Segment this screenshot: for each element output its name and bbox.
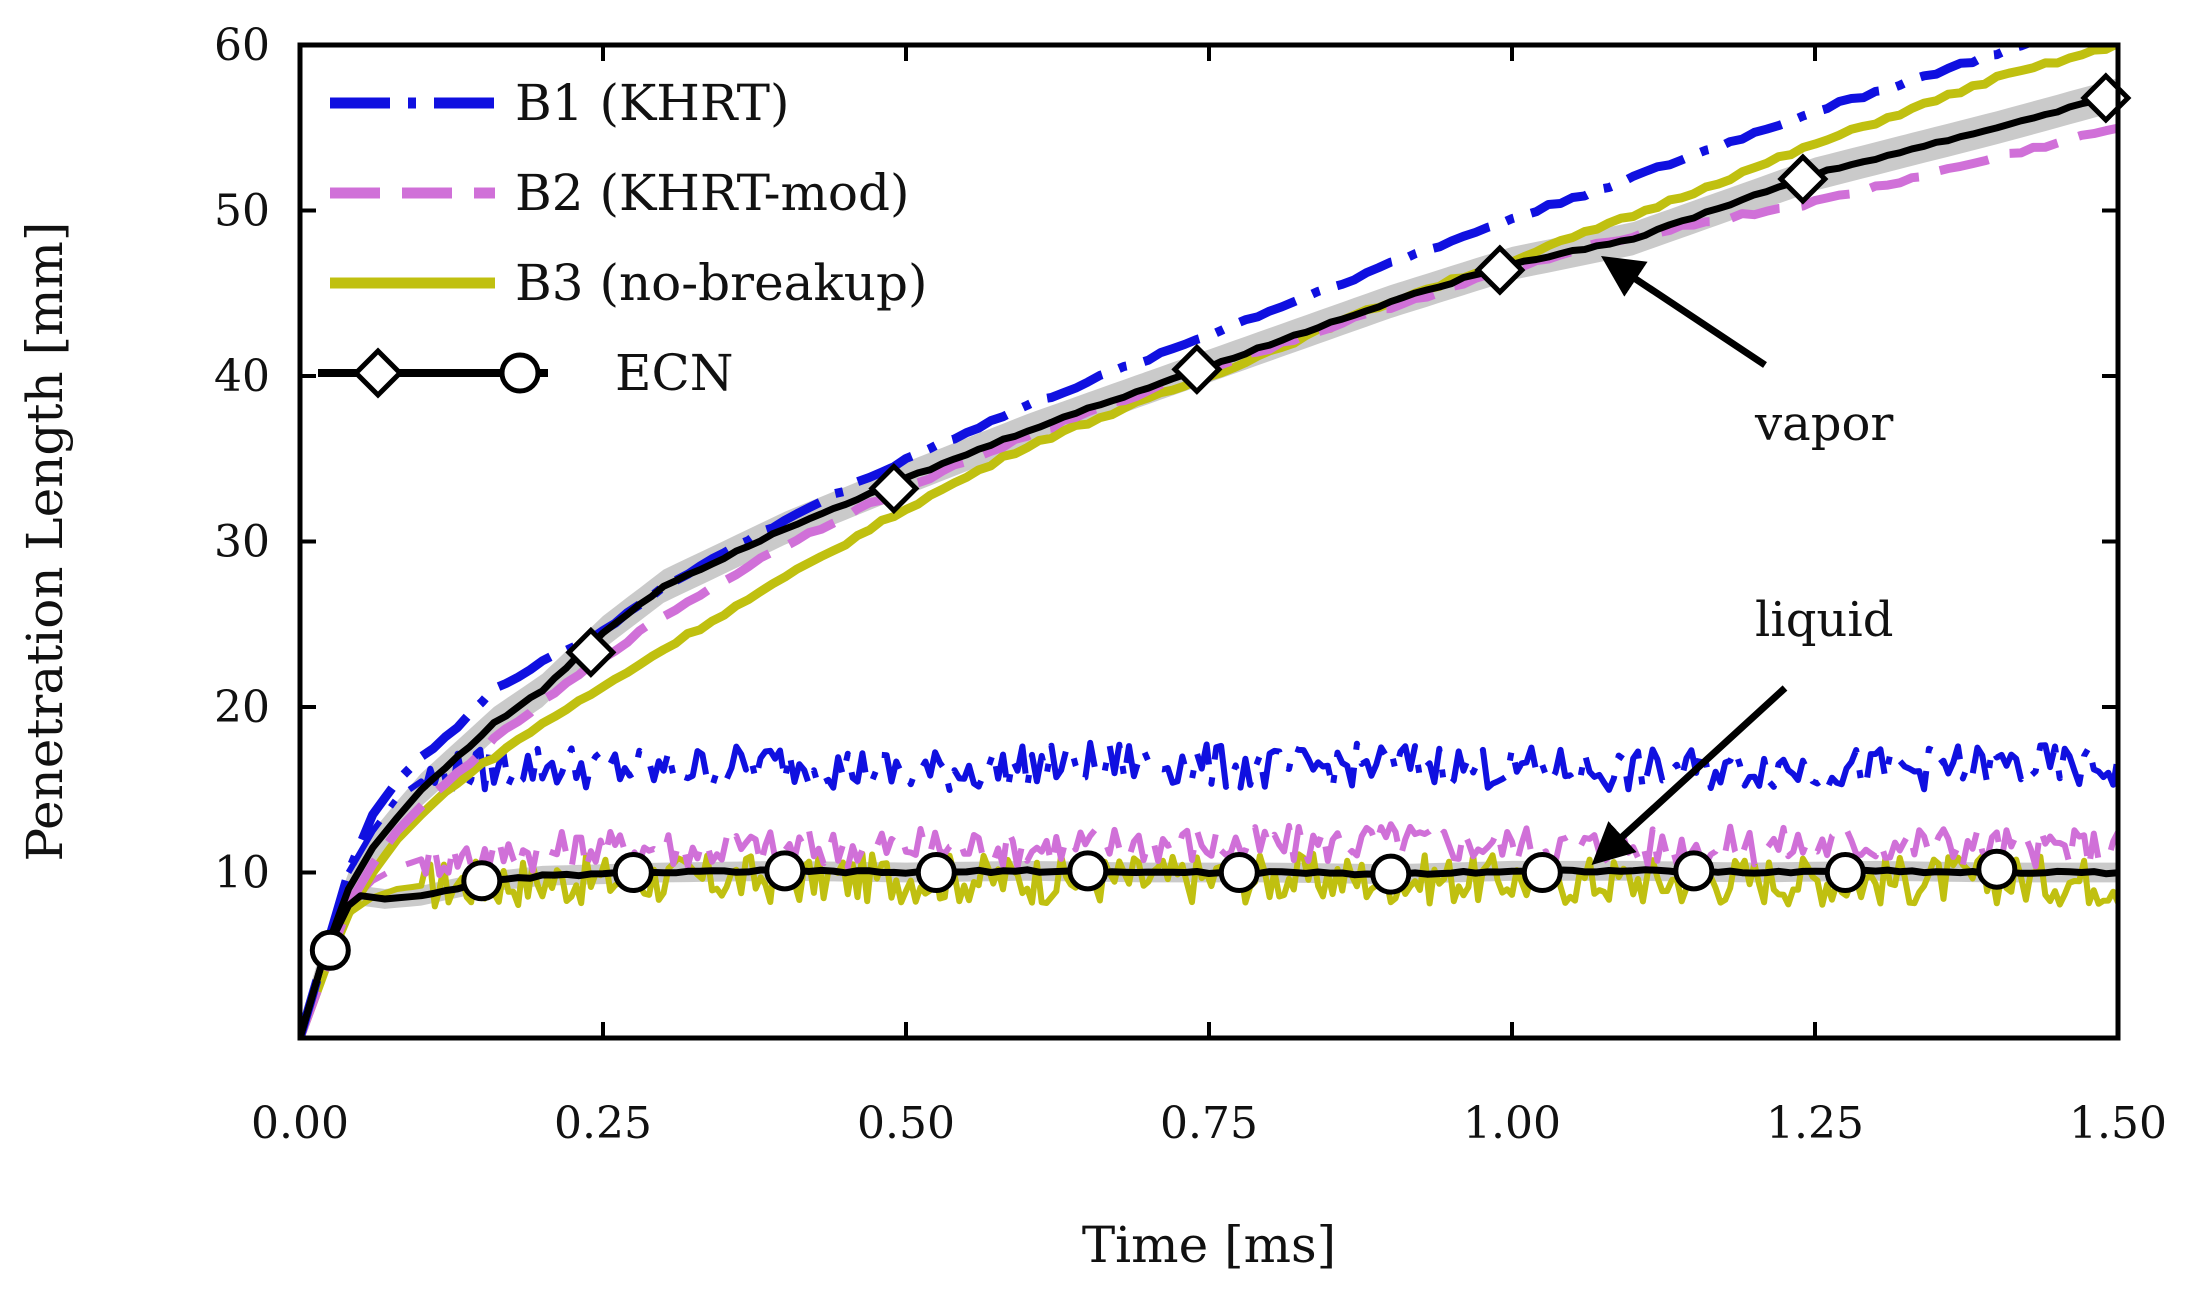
ecn-liquid-marker	[1976, 848, 2018, 890]
ecn-vapor-marker	[1474, 244, 1526, 296]
x-tick-label: 0.00	[251, 1098, 349, 1149]
ecn-liquid-marker	[309, 929, 351, 971]
y-tick-label: 60	[214, 20, 270, 71]
legend-label-b2: B2 (KHRT-mod)	[515, 164, 910, 222]
y-tick-label: 30	[214, 517, 270, 568]
uncertainty-bands	[300, 78, 2118, 1038]
annotation-arrows	[1591, 256, 1788, 865]
x-tick-label: 0.25	[554, 1098, 652, 1149]
legend-circle-marker	[499, 352, 541, 394]
legend-label-b3: B3 (no-breakup)	[515, 254, 927, 312]
ecn-liquid-marker	[1673, 850, 1715, 892]
y-axis-title: Penetration Length [mm]	[16, 222, 74, 862]
x-tick-label: 0.75	[1160, 1098, 1258, 1149]
x-tick-label: 1.50	[2069, 1098, 2167, 1149]
annotation-liquid: liquid	[1755, 592, 1893, 648]
y-tick-label: 20	[214, 682, 270, 733]
ecn-liquid-marker	[1824, 852, 1866, 893]
ecn-liquid-marker	[1370, 853, 1412, 895]
ecn-liquid-marker	[1521, 852, 1563, 893]
legend: B1 (KHRT) B2 (KHRT-mod) B3 (no-breakup) …	[318, 74, 927, 402]
y-tick-label: 50	[214, 186, 270, 237]
ecn-vapor-marker	[565, 626, 617, 678]
x-tick-label: 0.50	[857, 1098, 955, 1149]
ecn-vapor-marker	[1777, 153, 1829, 205]
arrow-liquid	[1591, 685, 1788, 865]
ecn-liquid-marker	[461, 860, 503, 902]
marker-layer	[309, 72, 2132, 971]
x-tick-label: 1.00	[1463, 1098, 1561, 1149]
axis-ticks	[298, 43, 2120, 1038]
ecn-liquid-marker	[612, 852, 654, 893]
legend-samples	[318, 97, 548, 399]
legend-diamond-marker	[352, 347, 404, 399]
annotations: vapor liquid	[1591, 256, 1893, 865]
y-tick-label: 40	[214, 351, 270, 402]
y-tick-label: 10	[214, 848, 270, 899]
ecn-liquid-marker	[1218, 852, 1260, 893]
ecn-vapor-marker	[1171, 343, 1223, 395]
ecn-liquid-marker	[764, 850, 806, 892]
axis-tick-labels: 0.00 0.25 0.50 0.75 1.00 1.25 1.50 10 20 30 40 50 60	[214, 20, 2167, 1149]
annotation-vapor: vapor	[1754, 396, 1893, 452]
ecn-liquid-marker	[915, 852, 957, 893]
x-axis-title: Time [ms]	[1082, 1216, 1336, 1274]
legend-label-ecn: ECN	[615, 344, 734, 402]
legend-label-b1: B1 (KHRT)	[515, 74, 790, 132]
series-b1-liquid	[345, 739, 2118, 875]
ecn_vapor-band	[300, 78, 2118, 1038]
arrow-vapor	[1601, 256, 1767, 368]
series-ecn-liquid	[300, 866, 2118, 1038]
x-tick-label: 1.25	[1766, 1098, 1864, 1149]
ecn-vapor-marker	[868, 463, 920, 515]
ecn-liquid-marker	[1067, 850, 1109, 892]
